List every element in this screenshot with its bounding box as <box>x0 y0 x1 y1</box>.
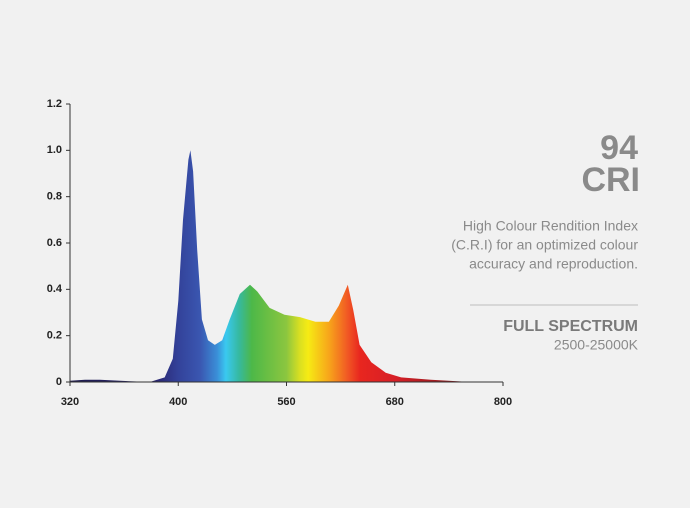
y-tick-label: 0.8 <box>47 191 62 203</box>
spectrum-area <box>70 150 503 382</box>
cri-number: 94 <box>600 129 638 167</box>
y-tick-label: 1.0 <box>47 144 62 156</box>
feature-title: FULL SPECTRUM <box>503 318 638 335</box>
y-tick-label: 0.4 <box>47 283 63 295</box>
y-tick-label: 0.2 <box>47 330 62 342</box>
x-tick-label: 800 <box>494 396 512 408</box>
plot: 0 0.2 0.4 0.6 0.8 1.0 1.2 320 400 560 680 800 <box>47 98 512 408</box>
cri-label: CRI <box>581 161 640 199</box>
y-tick-label: 0 <box>56 376 62 388</box>
x-tick-label: 320 <box>61 396 79 408</box>
y-tick-label: 1.2 <box>47 98 62 110</box>
x-tick-label: 560 <box>277 396 295 408</box>
description-line: accuracy and reproduction. <box>469 256 638 272</box>
feature-detail: 2500-25000K <box>554 337 639 353</box>
x-tick-label: 400 <box>169 396 187 408</box>
y-tick-label: 0.6 <box>47 237 62 249</box>
x-tick-label: 680 <box>386 396 404 408</box>
description-line: (C.R.I) for an optimized colour <box>451 237 638 253</box>
description-line: High Colour Rendition Index <box>463 218 638 234</box>
